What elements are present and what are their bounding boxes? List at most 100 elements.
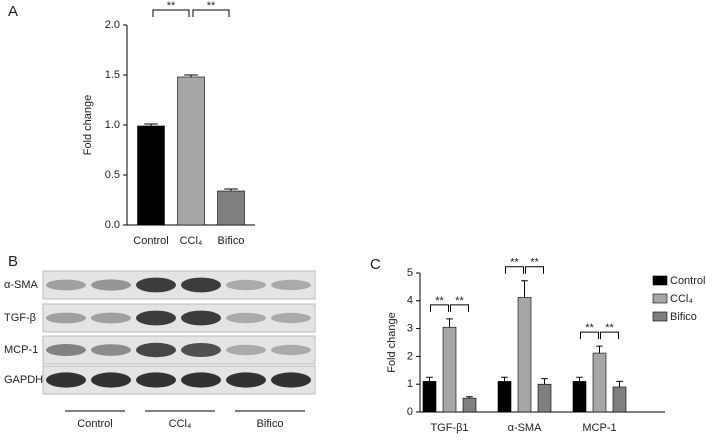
significance-bracket: [525, 266, 544, 274]
error-bar: [501, 376, 508, 382]
significance-label: **: [207, 0, 216, 12]
x-tick-label: Bifico: [218, 235, 245, 247]
blot-strip: [42, 335, 316, 365]
blot-band: [226, 279, 266, 291]
y-tick-label: 0: [407, 406, 413, 418]
blot-band: [136, 310, 176, 326]
blot-row-label: GAPDH: [4, 374, 43, 386]
blot-group-label: CCl₄: [169, 418, 192, 430]
significance-bracket: [450, 304, 469, 312]
y-tick-label: 0.0: [105, 219, 120, 231]
blot-row-label: MCP-1: [4, 344, 38, 356]
bar: [517, 297, 532, 413]
error-bar: [576, 376, 583, 382]
bar: [177, 76, 205, 226]
error-bar: [144, 123, 158, 126]
blot-band: [271, 372, 311, 388]
significance-label: **: [167, 0, 176, 12]
blot-band: [181, 310, 221, 326]
blot-band: [226, 372, 266, 388]
blot-group-label: Control: [77, 418, 112, 430]
blot-band: [226, 312, 266, 324]
blot-band: [181, 343, 221, 357]
significance-label: **: [605, 322, 614, 334]
blot-band: [136, 277, 176, 293]
blot-band: [91, 279, 131, 291]
blot-band: [46, 279, 86, 291]
y-tick-label: 5: [407, 267, 413, 279]
error-bar: [596, 345, 603, 354]
bar: [137, 125, 165, 226]
error-bar: [521, 280, 528, 298]
bar: [572, 381, 587, 413]
bar: [497, 381, 512, 413]
legend-label: Control: [670, 275, 705, 287]
panel-label: C: [370, 256, 381, 273]
error-bar: [184, 74, 198, 77]
bar: [422, 381, 437, 413]
bar: [612, 386, 627, 413]
legend-swatch: [652, 275, 668, 286]
y-tick-label: 1.5: [105, 69, 120, 81]
blot-band: [136, 372, 176, 388]
y-tick-label: 1.0: [105, 119, 120, 131]
error-bar: [426, 376, 433, 382]
blot-strip: [42, 270, 316, 300]
blot-band: [91, 372, 131, 388]
significance-bracket: [152, 9, 190, 17]
blot-strip: [42, 365, 316, 395]
significance-bracket: [580, 331, 599, 340]
error-bar: [466, 396, 473, 399]
blot-band: [271, 312, 311, 324]
panel-label: B: [8, 253, 18, 270]
significance-bracket: [430, 304, 449, 312]
legend-swatch: [652, 311, 668, 322]
y-axis-label: Fold change: [386, 312, 398, 373]
significance-label: **: [530, 257, 539, 269]
blot-row-label: α-SMA: [4, 279, 39, 291]
x-tick-label: TGF-β1: [430, 422, 468, 434]
bar: [442, 326, 457, 413]
blot-band: [136, 342, 176, 358]
blot-band: [91, 312, 131, 324]
bar: [592, 352, 607, 413]
y-tick-label: 3: [407, 323, 413, 335]
blot-band: [46, 344, 86, 356]
x-tick-label: CCl₄: [180, 235, 203, 247]
significance-bracket: [600, 331, 619, 340]
bar: [537, 383, 552, 413]
blot-band: [91, 344, 131, 356]
panel-label: A: [8, 3, 18, 20]
error-bar: [224, 188, 238, 191]
error-bar: [616, 380, 623, 387]
bar: [217, 190, 245, 226]
y-axis-label: Fold change: [82, 95, 94, 156]
significance-label: **: [510, 257, 519, 269]
significance-bracket: [192, 9, 230, 17]
blot-band: [46, 372, 86, 388]
blot-band: [271, 344, 311, 356]
bar: [462, 397, 477, 413]
significance-label: **: [435, 295, 444, 307]
blot-band: [226, 344, 266, 356]
legend-label: Bifico: [670, 311, 697, 323]
blot-band: [181, 277, 221, 293]
error-bar: [446, 318, 453, 328]
y-tick-label: 2.0: [105, 19, 120, 31]
blot-band: [46, 312, 86, 324]
blot-band: [271, 279, 311, 291]
y-tick-label: 1: [407, 378, 413, 390]
error-bar: [541, 378, 548, 385]
blot-band: [181, 372, 221, 388]
blot-row-label: TGF-β: [4, 312, 36, 324]
y-tick-label: 4: [407, 295, 413, 307]
x-tick-label: MCP-1: [582, 422, 616, 434]
x-tick-label: α-SMA: [508, 422, 543, 434]
significance-label: **: [455, 295, 464, 307]
blot-strip: [42, 303, 316, 333]
legend-label: CCl₄: [670, 293, 693, 305]
y-tick-label: 0.5: [105, 169, 120, 181]
significance-label: **: [585, 322, 594, 334]
legend-swatch: [652, 293, 668, 304]
